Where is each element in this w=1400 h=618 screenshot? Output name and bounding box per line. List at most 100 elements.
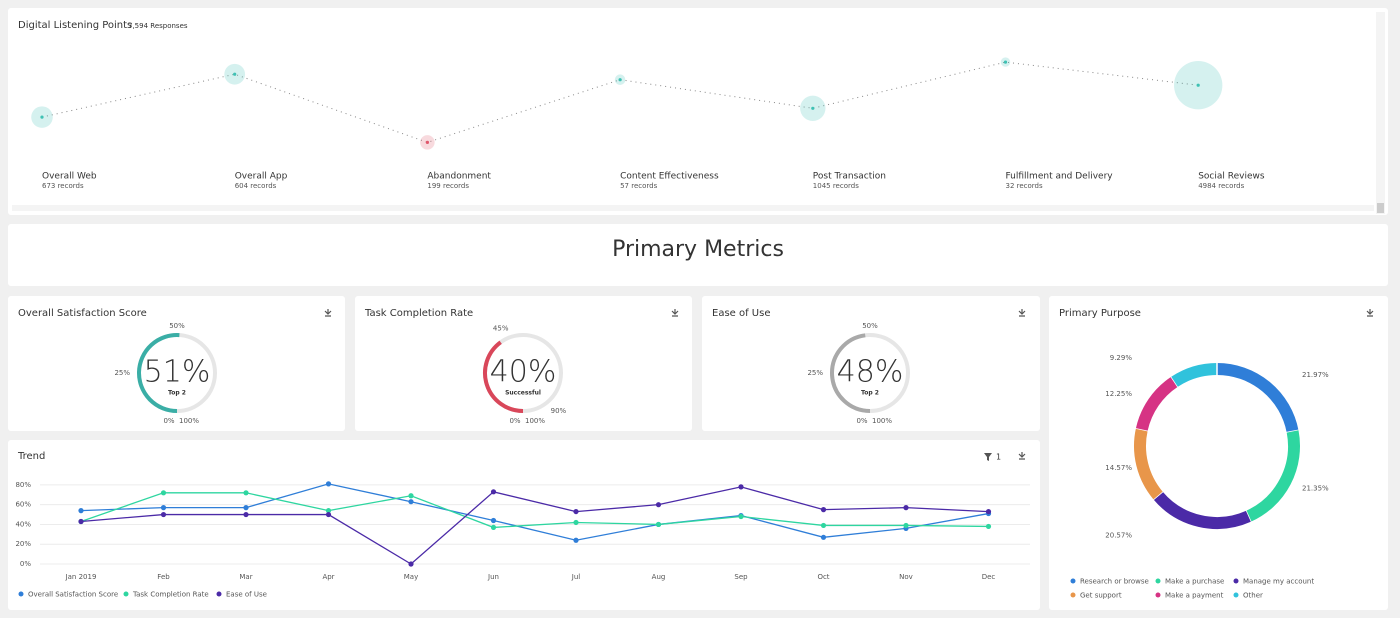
point-name: Abandonment <box>427 172 491 182</box>
download-icon[interactable] <box>1366 309 1374 317</box>
bubble-center <box>233 72 237 76</box>
trend-point <box>490 489 497 495</box>
gauge-panel <box>8 296 345 431</box>
download-icon[interactable] <box>1018 452 1026 460</box>
slice-label: 21.97% <box>1302 371 1329 379</box>
donut-slice[interactable] <box>1153 491 1251 529</box>
legend-label[interactable]: Task Completion Rate <box>132 591 209 599</box>
legend-label[interactable]: Manage my account <box>1243 578 1314 586</box>
download-icon[interactable] <box>671 309 679 317</box>
point-records: 199 records <box>427 182 469 190</box>
trend-point <box>820 522 827 529</box>
gauge-title: Ease of Use <box>712 308 771 319</box>
legend-label[interactable]: Make a payment <box>1165 592 1224 600</box>
gauge-value: 40% <box>490 355 557 390</box>
point-records: 604 records <box>235 182 277 190</box>
gauge-title: Overall Satisfaction Score <box>18 308 147 319</box>
point-name: Overall App <box>235 172 288 182</box>
gauge-sublabel: Successful <box>505 390 541 397</box>
legend-label[interactable]: Make a purchase <box>1165 578 1224 586</box>
trend-point <box>903 522 909 529</box>
donut-slice[interactable] <box>1135 376 1179 431</box>
trend-point <box>325 508 332 514</box>
point-records: 673 records <box>42 182 84 190</box>
metrics-title: Primary Metrics <box>612 237 784 262</box>
bubble-center <box>1003 60 1008 64</box>
trend-point <box>78 508 84 514</box>
filter-icon[interactable] <box>984 453 992 461</box>
download-icon[interactable] <box>1018 309 1026 317</box>
x-tick-label: Feb <box>157 573 170 581</box>
donut-slice[interactable] <box>1245 430 1300 522</box>
trend-point <box>160 505 167 511</box>
trend-point <box>243 505 249 511</box>
download-icon[interactable] <box>324 309 332 317</box>
trend-line <box>80 486 989 565</box>
trend-point <box>78 518 84 525</box>
point-name: Fulfillment and Delivery <box>1006 172 1114 182</box>
gauge-tick-label: 50% <box>862 322 878 330</box>
y-tick-label: 20% <box>15 540 31 548</box>
scrollbar[interactable] <box>1376 12 1385 214</box>
slice-gap <box>1244 509 1252 524</box>
x-tick-label: Aug <box>652 573 666 581</box>
x-tick-label: Apr <box>322 573 334 581</box>
point-records: 32 records <box>1006 182 1043 190</box>
metrics-title-panel <box>8 224 1388 286</box>
point-records: 57 records <box>620 182 657 190</box>
trend-point <box>820 507 827 513</box>
trend-title: Trend <box>17 451 45 462</box>
responses-count: 7,594 Responses <box>128 22 188 30</box>
slice-label: 20.57% <box>1105 532 1132 540</box>
trend-point <box>655 502 662 508</box>
trend-point <box>985 523 992 530</box>
trend-point <box>573 519 579 526</box>
trend-point <box>408 561 414 567</box>
trend-point <box>408 493 414 499</box>
trend-point <box>903 505 909 511</box>
bubble-center <box>811 106 815 110</box>
donut-slice[interactable] <box>1134 428 1163 500</box>
scrollbar[interactable] <box>12 205 1374 211</box>
gauge-tick-label: 100% <box>872 417 892 425</box>
trend-point <box>243 490 249 496</box>
bubble-center <box>40 115 44 119</box>
legend-label[interactable]: Research or browse <box>1080 578 1149 586</box>
scroll-thumb[interactable] <box>1377 203 1384 213</box>
x-tick-label: May <box>404 573 418 581</box>
trend-line <box>80 492 989 529</box>
trend-point <box>985 508 992 515</box>
trend-point <box>490 517 497 524</box>
legend-swatch <box>1233 578 1239 584</box>
gauge-tick-label: 25% <box>114 369 130 377</box>
gauge-sublabel: Top 2 <box>168 390 186 397</box>
x-tick-label: Dec <box>982 573 996 581</box>
legend-swatch <box>1155 592 1161 598</box>
legend-label[interactable]: Get support <box>1080 592 1122 600</box>
gauge-panel <box>355 296 692 431</box>
trend-point <box>655 521 662 528</box>
trend-point <box>490 524 497 531</box>
donut-slice[interactable] <box>1216 363 1299 433</box>
point-name: Post Transaction <box>813 172 886 182</box>
trend-point <box>325 511 332 518</box>
x-tick-label: Sep <box>734 573 748 581</box>
gauge-arc <box>483 340 524 413</box>
legend-label[interactable]: Ease of Use <box>226 591 267 599</box>
bubble-center <box>1196 83 1200 87</box>
legend-label[interactable]: Overall Satisfaction Score <box>28 591 118 599</box>
trend-line <box>80 483 989 541</box>
trend-point <box>160 511 167 518</box>
gauge-tick-label: 0% <box>856 417 867 425</box>
listening-panel <box>8 8 1388 215</box>
legend-swatch <box>1070 578 1076 584</box>
gauge-tick-label: 50% <box>169 322 185 330</box>
trend-point <box>160 490 167 496</box>
legend-label[interactable]: Other <box>1243 592 1263 600</box>
filter-count[interactable]: 1 <box>996 453 1001 462</box>
slice-label: 21.35% <box>1302 485 1329 493</box>
x-tick-label: Mar <box>239 573 252 581</box>
donut-slice[interactable] <box>1171 363 1218 387</box>
x-tick-label: Jul <box>571 573 581 581</box>
gauge-value: 51% <box>144 355 211 390</box>
